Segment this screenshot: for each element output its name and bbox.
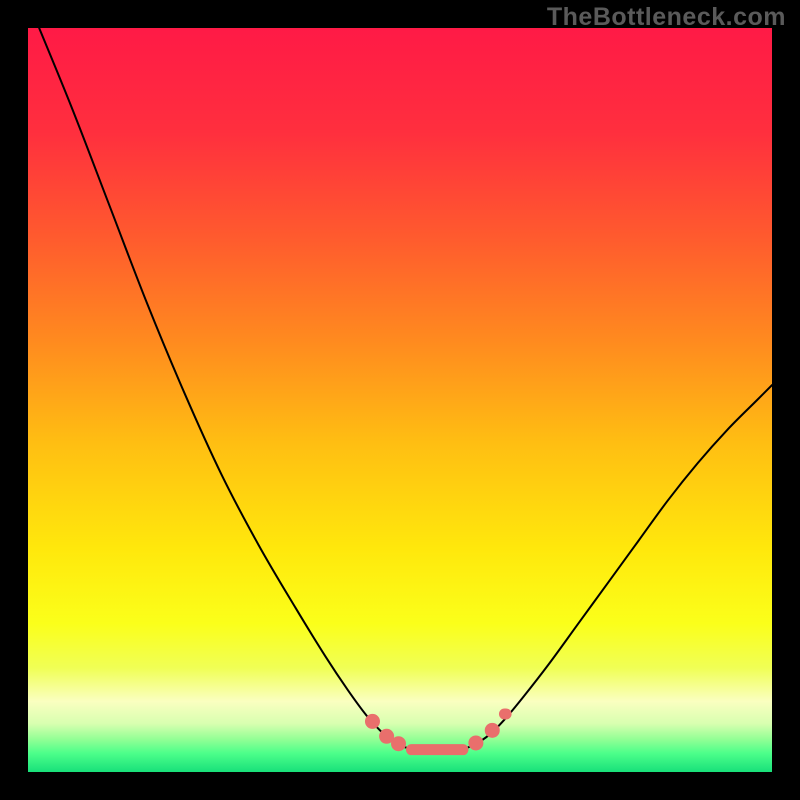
watermark-text: TheBottleneck.com — [547, 3, 786, 32]
plot-area — [28, 28, 772, 772]
chart-frame: TheBottleneck.com — [0, 0, 800, 800]
plot-svg — [28, 28, 772, 772]
gradient-background — [28, 28, 772, 772]
marker-dot-4 — [485, 723, 500, 738]
marker-dot-3 — [468, 735, 483, 750]
marker-dot-0 — [365, 714, 380, 729]
marker-dot-2 — [391, 736, 406, 751]
marker-bar-1 — [499, 708, 512, 719]
marker-bar-0 — [406, 744, 468, 755]
